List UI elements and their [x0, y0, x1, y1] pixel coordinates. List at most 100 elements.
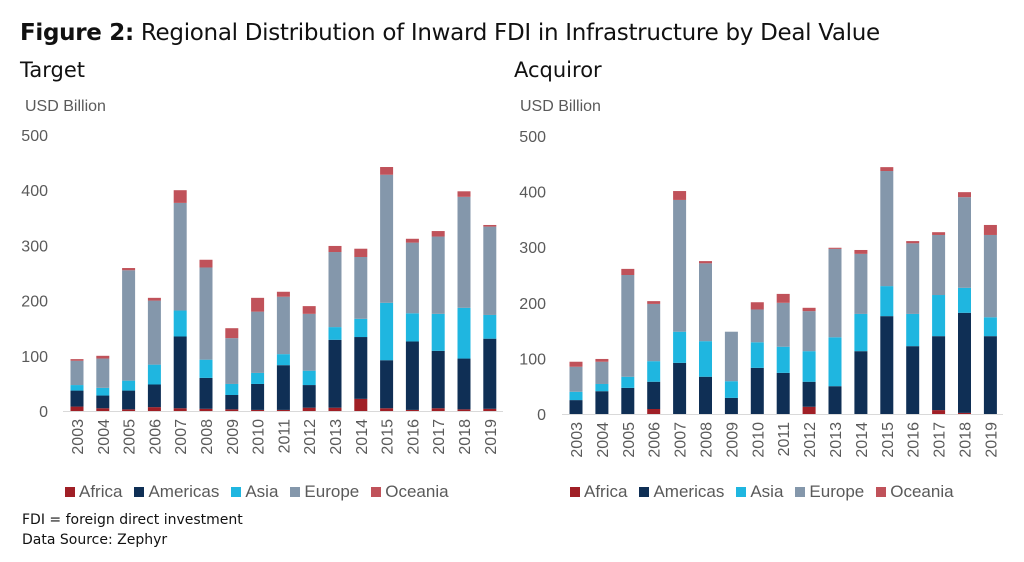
- target-x-tick-label: 2008: [199, 419, 216, 455]
- target-bar-africa-2008: [199, 408, 213, 411]
- legend-swatch-icon: [290, 487, 301, 497]
- target-x-tick-label: 2007: [173, 419, 190, 455]
- target-bar-americas-2013: [328, 339, 342, 408]
- target-bar-oceania-2003: [70, 359, 84, 361]
- target-bar-asia-2018: [457, 307, 471, 359]
- legend-label: Americas: [148, 482, 220, 501]
- acquiror-x-tick-label: 2005: [621, 422, 638, 458]
- legend-label: Americas: [653, 482, 725, 501]
- acquiror-x-tick-label: 2004: [595, 422, 612, 458]
- target-bar-asia-2019: [483, 314, 497, 339]
- acquiror-bar-europe-2006: [647, 303, 661, 362]
- acquiror-bar-europe-2007: [673, 199, 687, 332]
- figure-title: Figure 2: Regional Distribution of Inwar…: [20, 20, 880, 46]
- acquiror-bar-africa-2017: [932, 410, 946, 414]
- target-bar-oceania-2005: [122, 268, 136, 271]
- target-bar-americas-2014: [354, 337, 368, 399]
- acquiror-y-tick-label: 400: [519, 185, 546, 202]
- target-bar-africa-2011: [276, 409, 290, 411]
- target-y-tick-label: 500: [21, 128, 48, 145]
- legend-item-africa: Africa: [65, 482, 122, 502]
- legend-swatch-icon: [65, 487, 75, 497]
- legend-label: Africa: [584, 482, 628, 501]
- target-bar-oceania-2006: [147, 297, 161, 301]
- target-bar-asia-2015: [380, 302, 394, 361]
- target-bar-oceania-2008: [199, 259, 213, 268]
- target-x-tick-label: 2015: [380, 419, 397, 455]
- acquiror-x-tick-label: 2017: [932, 422, 949, 458]
- target-bar-africa-2003: [70, 406, 84, 411]
- acquiror-x-tick-label: 2008: [699, 422, 716, 458]
- target-bar-oceania-2015: [380, 167, 394, 175]
- target-bar-asia-2006: [147, 364, 161, 385]
- acquiror-x-tick-label: 2015: [880, 422, 897, 458]
- acquiror-bar-africa-2018: [958, 412, 971, 414]
- target-x-tick-label: 2019: [483, 419, 500, 455]
- target-bar-africa-2017: [431, 408, 445, 411]
- legend-label: Oceania: [890, 482, 954, 501]
- acquiror-bar-asia-2014: [854, 313, 868, 352]
- acquiror-bar-americas-2012: [802, 381, 816, 407]
- target-x-tick-label: 2014: [354, 419, 371, 455]
- legend-label: Europe: [304, 482, 360, 501]
- legend-swatch-icon: [736, 487, 747, 497]
- target-bar-oceania-2019: [483, 224, 497, 227]
- legend-item-americas: Americas: [134, 482, 219, 502]
- acquiror-bar-asia-2012: [802, 351, 816, 382]
- target-bar-asia-2003: [70, 385, 84, 391]
- target-bar-oceania-2017: [431, 231, 445, 237]
- acquiror-bar-asia-2017: [932, 295, 946, 337]
- acquiror-bar-americas-2019: [983, 336, 997, 414]
- target-bar-americas-2005: [122, 390, 136, 410]
- acquiror-bar-oceania-2018: [958, 192, 971, 198]
- target-bar-asia-2016: [405, 313, 419, 342]
- target-y-axis-label: USD Billion: [25, 98, 106, 115]
- target-x-tick-label: 2013: [328, 419, 345, 455]
- acquiror-bar-asia-2011: [776, 346, 790, 373]
- acquiror-bar-europe-2013: [828, 248, 842, 338]
- target-chart: 0 100 200 300 400 500 2003 2004 2005 2006 2007 2008…: [21, 128, 503, 455]
- acquiror-bar-americas-2004: [595, 391, 609, 414]
- acquiror-legend: Africa Americas Asia Europe Oceania: [570, 482, 954, 502]
- target-bar-europe-2014: [354, 256, 368, 319]
- acquiror-bar-americas-2011: [776, 372, 790, 414]
- target-bar-americas-2015: [380, 360, 394, 409]
- target-bar-africa-2004: [96, 408, 110, 411]
- acquiror-bar-asia-2003: [569, 391, 583, 401]
- target-legend: Africa Americas Asia Europe Oceania: [65, 482, 449, 502]
- fdi-footnote: FDI = foreign direct investment: [22, 512, 243, 528]
- acquiror-bar-americas-2016: [906, 346, 920, 414]
- target-bar-europe-2003: [70, 360, 84, 386]
- acquiror-bar-americas-2018: [958, 312, 971, 413]
- target-bar-americas-2008: [199, 377, 213, 409]
- acquiror-bar-europe-2016: [906, 243, 920, 314]
- target-bar-americas-2018: [457, 358, 471, 410]
- legend-item-europe: Europe: [290, 482, 359, 502]
- acquiror-bar-americas-2005: [621, 387, 635, 414]
- target-bar-asia-2012: [302, 370, 316, 386]
- acquiror-bar-oceania-2015: [880, 167, 894, 172]
- acquiror-bar-asia-2004: [595, 383, 609, 392]
- legend-swatch-icon: [639, 487, 650, 497]
- target-y-tick-label: 300: [21, 238, 48, 255]
- target-y-tick-label: 400: [21, 183, 48, 200]
- acquiror-bar-oceania-2007: [673, 191, 687, 200]
- target-bar-africa-2018: [457, 409, 471, 411]
- acquiror-bar-europe-2008: [699, 263, 712, 342]
- target-bar-americas-2012: [302, 385, 316, 408]
- target-bar-asia-2008: [199, 359, 213, 378]
- target-x-tick-label: 2017: [431, 419, 448, 455]
- acquiror-x-tick-label: 2009: [724, 422, 741, 458]
- acquiror-bar-oceania-2003: [569, 361, 583, 367]
- legend-swatch-icon: [570, 487, 580, 497]
- target-x-tick-label: 2018: [457, 419, 474, 455]
- target-bar-europe-2011: [276, 296, 290, 355]
- legend-swatch-icon: [795, 487, 806, 497]
- target-bar-europe-2012: [302, 313, 316, 371]
- acquiror-bar-oceania-2017: [932, 232, 946, 235]
- target-bar-oceania-2009: [225, 328, 239, 339]
- acquiror-x-tick-label: 2016: [906, 422, 923, 458]
- target-bar-africa-2014: [354, 398, 368, 411]
- acquiror-y-tick-label: 0: [537, 407, 546, 424]
- acquiror-bar-americas-2003: [569, 400, 583, 414]
